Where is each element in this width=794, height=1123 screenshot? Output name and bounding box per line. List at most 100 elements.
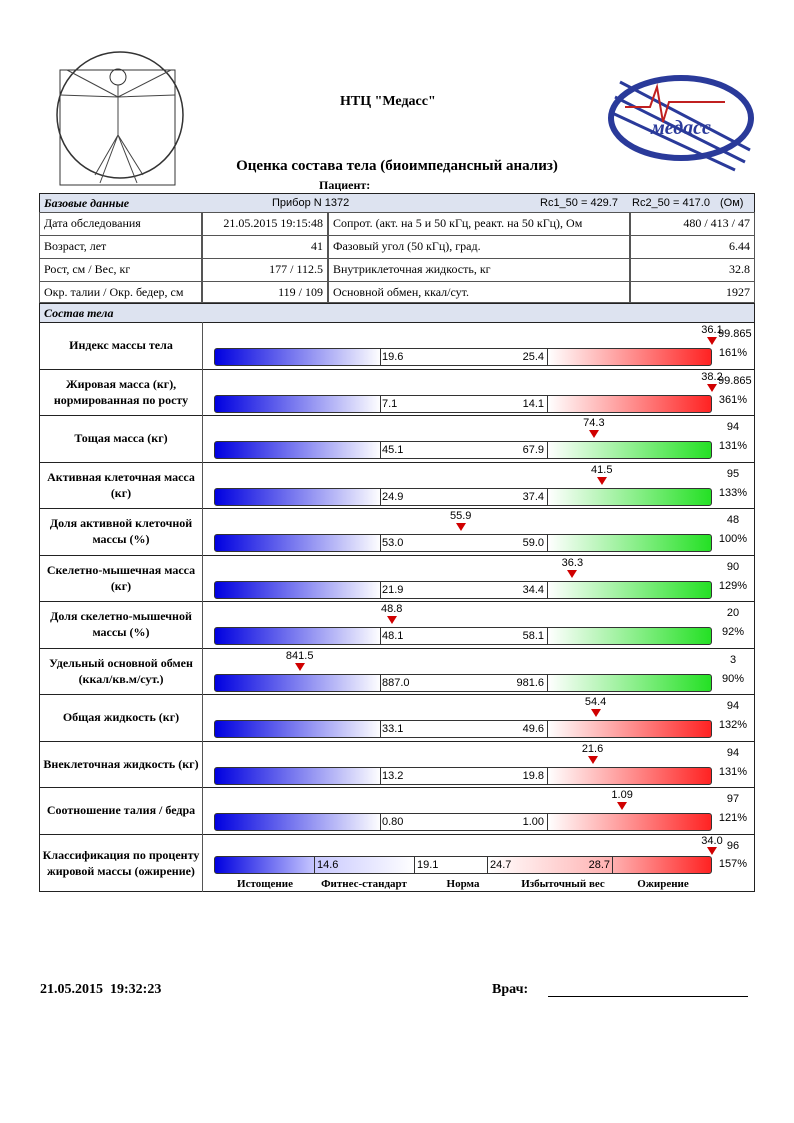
base-label: Внутриклеточная жидкость, кг	[328, 258, 630, 282]
row-divider	[202, 787, 203, 834]
range-divider	[547, 720, 548, 738]
base-label: Рост, см / Вес, кг	[39, 258, 202, 282]
class-bound: 14.6	[317, 858, 339, 871]
norm-high: 37.4	[522, 490, 544, 503]
row-divider	[202, 740, 203, 787]
range-bar	[214, 487, 712, 506]
percentile: 95	[726, 467, 740, 480]
row-border	[39, 508, 755, 556]
medass-logo: медасс	[608, 75, 754, 172]
percentile: 94	[726, 700, 740, 712]
norm-low: 21.9	[382, 583, 404, 596]
device: Прибор N 1372	[272, 197, 350, 209]
norm-low: 13.2	[382, 769, 404, 782]
norm-high: 58.1	[522, 630, 544, 642]
norm-low: 53.0	[382, 537, 404, 549]
base-value: 6.44	[630, 235, 755, 259]
value-label: 41.5	[591, 463, 613, 476]
row-border	[39, 647, 755, 695]
row-border	[39, 322, 755, 370]
row-border	[39, 461, 755, 509]
range-divider	[547, 348, 548, 366]
ratio: 131%	[718, 440, 748, 452]
range-divider	[380, 813, 381, 831]
base-value: 1927	[630, 281, 755, 303]
range-divider	[547, 673, 548, 692]
row-divider	[202, 461, 203, 508]
org: НТЦ "Медасс"	[340, 94, 436, 109]
range-divider	[547, 394, 548, 413]
row-label: Классификация по проценту жировой массы …	[42, 847, 200, 878]
class-bound: 24.7	[490, 858, 512, 871]
ratio: 121%	[718, 812, 748, 824]
base-value: 21.05.2015 19:15:48	[202, 212, 328, 236]
range-divider	[380, 534, 381, 552]
ratio: 133%	[718, 486, 748, 499]
percentile: 99.865	[718, 328, 752, 340]
range-bar	[214, 720, 712, 738]
class-bound: 28.7	[588, 858, 610, 871]
title: Оценка состава тела (биоимпедансный анал…	[236, 158, 558, 174]
range-bar	[214, 766, 712, 785]
rc2: Rc2_50 = 417.0	[632, 197, 710, 209]
range-divider	[547, 766, 548, 785]
range-bar	[214, 394, 712, 413]
ratio: 132%	[718, 719, 748, 731]
ratio: 361%	[718, 393, 748, 406]
class-category: Избыточный вес	[521, 877, 605, 890]
base-label: Возраст, лет	[39, 235, 202, 259]
class-category: Ожирение	[637, 877, 689, 890]
range-divider	[547, 813, 548, 831]
row-label: Удельный основной обмен (ккал/кв.м/сут.)	[49, 655, 193, 686]
row-border	[39, 368, 755, 416]
percentile: 96	[726, 839, 740, 852]
row-divider	[202, 368, 203, 415]
range-divider	[380, 580, 381, 599]
value-marker	[596, 476, 607, 485]
row-divider	[202, 508, 203, 555]
class-divider	[314, 855, 315, 874]
range-divider	[380, 720, 381, 738]
row-border	[39, 554, 755, 602]
class-divider	[414, 855, 415, 874]
norm-high: 25.4	[522, 351, 544, 363]
row-divider	[202, 601, 203, 648]
unit: (Ом)	[720, 197, 744, 209]
ratio: 161%	[718, 347, 748, 359]
row-divider	[202, 415, 203, 462]
base-label: Окр. талии / Окр. бедер, см	[39, 281, 202, 303]
range-bar	[214, 580, 712, 599]
footer-datetime: 21.05.2015 19:32:23	[40, 982, 162, 997]
norm-high: 67.9	[522, 444, 544, 456]
row-label: Индекс массы тела	[69, 338, 173, 353]
logo-text: медасс	[650, 117, 711, 139]
norm-low: 45.1	[382, 444, 404, 456]
row-label: Скелетно-мышечная масса (кг)	[46, 562, 196, 593]
ratio: 100%	[718, 533, 748, 545]
ratio: 131%	[718, 765, 748, 778]
class-bound: 19.1	[417, 858, 439, 871]
row-label: Внеклеточная жидкость (кг)	[43, 756, 199, 771]
row-divider	[202, 554, 203, 601]
base-value: 41	[202, 235, 328, 259]
value-label: 55.9	[449, 510, 472, 522]
composition-header: Состав тела	[39, 303, 755, 323]
value-label: 841.5	[285, 649, 314, 662]
row-divider	[202, 833, 203, 892]
row-label: Активная клеточная масса (кг)	[47, 469, 195, 500]
percentile: 99.865	[718, 374, 752, 387]
value-label: 38.2	[701, 370, 723, 383]
norm-high: 49.6	[522, 723, 544, 735]
value-marker	[294, 662, 305, 671]
range-bar	[214, 813, 712, 831]
class-divider	[487, 855, 488, 874]
value-marker	[386, 616, 397, 624]
value-marker	[590, 709, 601, 717]
row-border	[39, 833, 755, 892]
range-bar	[214, 534, 712, 552]
percentile: 94	[726, 746, 740, 759]
row-divider	[202, 647, 203, 694]
norm-low: 887.0	[382, 676, 410, 689]
range-bar	[214, 441, 712, 459]
